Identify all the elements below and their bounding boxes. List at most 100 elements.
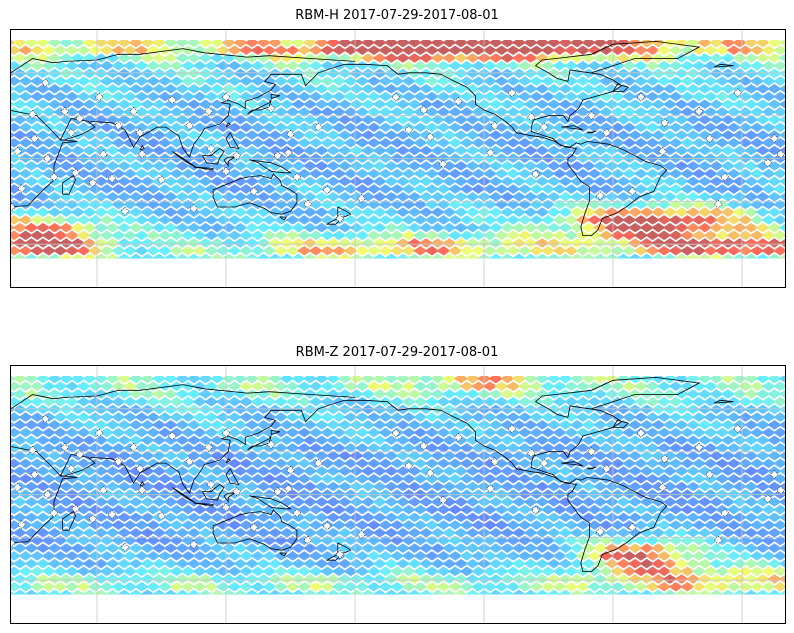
- field-cell: [680, 230, 695, 241]
- field-cell: [378, 122, 393, 133]
- field-cell: [465, 589, 480, 595]
- field-cell: [424, 122, 440, 133]
- field-cell: [616, 114, 631, 125]
- field-cell: [209, 389, 225, 399]
- field-cell: [18, 60, 33, 71]
- field-cell: [593, 114, 608, 125]
- field-cell: [447, 91, 463, 102]
- field-cell: [262, 581, 277, 592]
- field-cell: [349, 481, 364, 492]
- field-cell: [233, 466, 248, 476]
- field-cell: [320, 427, 335, 438]
- field-cell: [627, 497, 643, 507]
- field-cell: [616, 222, 631, 233]
- field-cell: [41, 381, 57, 392]
- field-cell: [314, 497, 329, 507]
- field-cell: [610, 122, 625, 133]
- field-cell: [691, 381, 707, 392]
- field-cell: [302, 558, 318, 569]
- field-cell: [749, 122, 765, 133]
- field-cell: [732, 466, 747, 476]
- field-cell: [691, 504, 707, 515]
- field-cell: [639, 558, 654, 569]
- field-cell: [47, 481, 62, 492]
- field-cell: [442, 222, 457, 233]
- field-cell: [767, 114, 782, 125]
- coastline: [11, 384, 356, 410]
- field-cell: [337, 191, 353, 202]
- field-cell: [593, 481, 608, 492]
- field-cell: [117, 389, 132, 399]
- field-cell: [262, 381, 277, 392]
- field-cell: [540, 245, 556, 256]
- field-cell: [418, 253, 434, 259]
- field-cell: [593, 589, 608, 595]
- field-cell: [471, 199, 486, 210]
- field-cell: [157, 551, 173, 561]
- field-cell: [285, 138, 300, 148]
- field-cell: [163, 435, 178, 446]
- field-cell: [575, 199, 591, 210]
- field-cell: [523, 191, 538, 202]
- field-cell: [12, 39, 28, 48]
- field-cell: [244, 176, 260, 187]
- field-cell: [616, 238, 631, 248]
- field-cell: [151, 497, 167, 507]
- field-cell: [517, 458, 533, 469]
- field-cell: [360, 497, 376, 507]
- field-cell: [297, 184, 312, 194]
- field-cell: [604, 222, 620, 233]
- field-cell: [297, 381, 312, 392]
- field-cell: [616, 389, 631, 399]
- field-cell: [250, 138, 266, 148]
- field-cell: [244, 39, 260, 48]
- field-cell: [656, 76, 672, 86]
- field-cell: [209, 435, 225, 446]
- field-cell: [355, 60, 370, 71]
- field-cell: [308, 107, 324, 117]
- field-cell: [157, 184, 173, 194]
- station-marker: [75, 114, 85, 123]
- field-cell: [575, 76, 591, 86]
- field-cell: [302, 450, 318, 461]
- field-cell: [47, 53, 62, 63]
- field-cell: [291, 481, 306, 492]
- field-cell: [64, 551, 80, 561]
- field-cell: [517, 60, 533, 71]
- field-cell: [622, 168, 637, 179]
- field-cell: [726, 412, 742, 422]
- field-cell: [59, 481, 74, 492]
- field-cell: [564, 91, 579, 102]
- station-marker: [636, 92, 646, 102]
- field-cell: [343, 427, 358, 438]
- field-cell: [268, 497, 283, 507]
- field-cell: [117, 375, 132, 384]
- field-cell: [47, 253, 62, 259]
- field-cell: [447, 76, 463, 86]
- field-cell: [459, 245, 474, 256]
- field-cell: [111, 215, 126, 225]
- field-cell: [250, 520, 266, 530]
- field-cell: [535, 222, 550, 233]
- field-cell: [465, 84, 480, 94]
- field-cell: [93, 99, 109, 110]
- field-cell: [47, 497, 62, 507]
- field-cell: [395, 389, 411, 399]
- field-cell: [88, 122, 103, 133]
- field-cell: [343, 535, 358, 546]
- field-cell: [778, 497, 785, 506]
- field-cell: [111, 245, 126, 256]
- field-cell: [424, 427, 440, 438]
- field-cell: [645, 215, 660, 225]
- field-cell: [697, 375, 713, 384]
- field-cell: [180, 381, 196, 392]
- field-cell: [285, 199, 300, 210]
- field-cell: [744, 512, 759, 523]
- field-cell: [140, 435, 155, 446]
- field-cell: [674, 404, 689, 415]
- coastline: [587, 467, 596, 470]
- field-cell: [598, 443, 614, 453]
- field-cell: [175, 404, 190, 415]
- station-marker: [137, 149, 147, 159]
- field-cell: [413, 245, 428, 256]
